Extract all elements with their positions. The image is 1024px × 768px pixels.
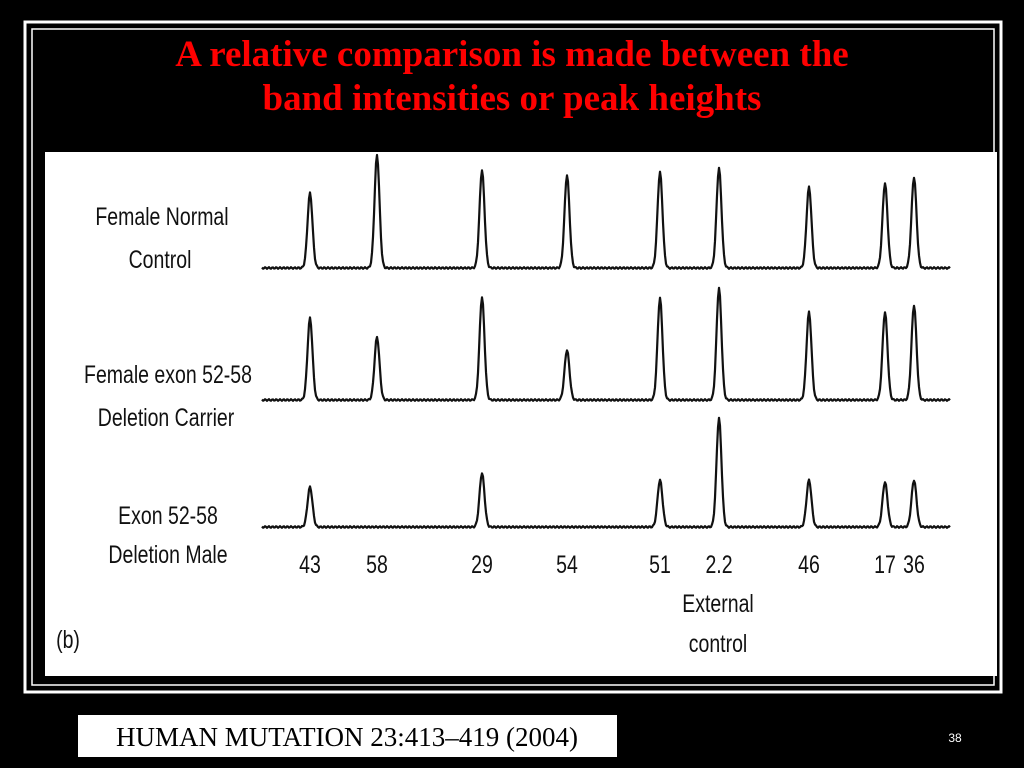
peak-label: 17	[874, 551, 896, 579]
traces	[261, 153, 951, 529]
row-label: Female exon 52-58	[84, 361, 252, 389]
peak-label: 29	[471, 551, 493, 579]
citation: HUMAN MUTATION 23:413–419 (2004)	[116, 722, 578, 752]
peak-label: 2.2	[705, 551, 732, 579]
title-line: band intensities or peak heights	[263, 78, 762, 119]
title-line: A relative comparison is made between th…	[175, 34, 848, 75]
figure-panel	[45, 152, 997, 676]
row-label: Deletion Male	[108, 541, 227, 569]
peak-label: 36	[903, 551, 925, 579]
external-control-label: control	[689, 630, 748, 658]
row-label: Female Normal	[95, 203, 228, 231]
peak-label: 43	[299, 551, 321, 579]
peak-label: 46	[798, 551, 820, 579]
row-label: Control	[129, 246, 192, 274]
panel-label: (b)	[56, 626, 80, 654]
figure-labels: Female Normal Control Female exon 52-58 …	[56, 203, 925, 658]
trace	[261, 153, 951, 270]
slide-number: 38	[948, 731, 962, 745]
row-label: Exon 52-58	[118, 502, 218, 530]
trace	[261, 286, 951, 402]
peak-label: 58	[366, 551, 388, 579]
external-control-label: External	[682, 590, 753, 618]
frame-outer	[23, 20, 1003, 694]
row-label: Deletion Carrier	[98, 404, 235, 432]
citation-box	[78, 715, 617, 757]
peak-label: 51	[649, 551, 671, 579]
trace	[261, 416, 951, 529]
peak-label: 54	[556, 551, 578, 579]
